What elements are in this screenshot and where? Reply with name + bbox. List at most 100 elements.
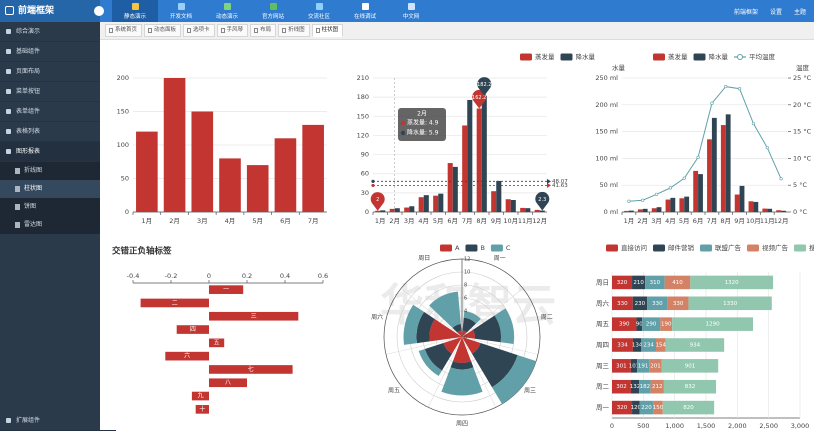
sidebar-subitem[interactable]: 柱状图 [0,180,100,198]
polar-bar [443,337,462,354]
x-tick-label: 6月 [280,217,291,225]
polar-bar [457,330,462,337]
legend-swatch [794,244,806,252]
mark-line-label: 41.63 [552,183,568,189]
y-axis-name: 水量 [612,63,626,72]
x-tick-label: 0 [610,422,614,430]
y-tick-label: 180 [357,93,369,101]
settings-menu[interactable]: 设置 [769,8,782,16]
polar-bar [418,349,442,377]
legend-label: 平均温度 [749,52,776,61]
x-tick-label: 10月 [746,217,761,225]
nav-label: 中文网 [402,14,420,20]
nav-icon [361,3,369,10]
sidebar-toggle[interactable] [94,6,104,16]
sidebar-item[interactable]: 页面布局 [0,62,100,82]
polar-bar [452,337,472,363]
nav-icon [407,3,415,10]
polar-bar [450,361,474,370]
nav-item[interactable]: 交流社区 [296,0,342,22]
bar-segment [662,400,715,415]
x-tick-label: 1,500 [697,422,716,430]
line-point [710,101,714,105]
sidebar-item[interactable]: 表单组件 [0,102,100,122]
user-name[interactable]: 前端框架 [733,8,758,16]
nav-item[interactable]: 官方网站 [250,0,296,22]
sidebar-subitem[interactable]: 饼图 [0,198,100,216]
y-tick-label: 周四 [596,341,609,349]
sidebar-footer-item[interactable]: 扩展组件 [0,411,116,431]
bar [394,208,400,212]
tab[interactable]: 动态面板 [144,24,182,37]
bar-label: 一 [223,286,229,293]
radial-tick-label: 6 [464,296,467,302]
bar-label: 390 [619,322,630,328]
bar [219,158,241,212]
bar [642,208,648,212]
legend-swatch [440,244,452,252]
bar [389,208,395,212]
bar [520,207,526,212]
bar [525,208,531,212]
tab[interactable]: 柱状图 [311,24,344,37]
sidebar-subitem[interactable]: 雷达图 [0,216,100,234]
tab[interactable]: 手风琴 [216,24,249,37]
nav-item[interactable]: 中文网 [388,0,434,22]
sidebar-item[interactable]: 菜单按钮 [0,82,100,102]
bar-label: 132 [630,384,641,390]
sidebar-item[interactable]: 综合演示 [0,22,100,42]
x-tick-label: 5月 [679,217,690,225]
angle-grid [400,288,463,338]
y-tick-label: 90 [361,151,369,159]
nav-item[interactable]: 开发文档 [158,0,204,22]
bar-segment [655,338,666,352]
bar [684,196,690,212]
sidebar-subitem[interactable]: 折线图 [0,162,100,180]
sidebar-item[interactable]: 图形报表 [0,142,100,162]
bar-label: 290 [646,322,657,328]
bar-label: 201 [650,363,661,369]
legend-label: 邮件营销 [668,243,695,252]
bar [452,166,458,212]
bar-segment [653,400,663,415]
bar-segment [636,317,643,331]
bar [748,201,754,212]
bar-segment [637,359,650,373]
x-tick-label: 12月 [532,217,547,225]
bar-segment [632,275,646,290]
nav-item[interactable]: 动态演示 [204,0,250,22]
legend-label: 蒸发量 [668,52,688,61]
tab[interactable]: 布局 [250,24,277,37]
x-tick-label: 1月 [624,217,635,225]
content: 华和智云 0 50 100 150 200 1月 2月 3月 4月 5月 6月 7月 0 30 60 90 12… [100,40,814,431]
polar-bar [462,337,481,354]
logo[interactable]: 前端框架 [0,0,100,22]
tab[interactable]: 选项卡 [183,24,215,37]
bar-label: 九 [197,392,203,400]
mark-point-label: 2.3 [538,197,546,203]
theme-menu[interactable]: 主题 [793,8,806,16]
tab[interactable]: 折线图 [278,24,310,37]
bar [656,207,662,212]
bar-label: 410 [672,280,683,286]
tab[interactable]: 系统首页 [105,24,143,37]
bar [734,194,740,212]
bar-segment [632,296,648,311]
nav-item[interactable]: 在线调试 [342,0,388,22]
nav-icon [315,3,323,10]
bar-segment [639,379,651,394]
nav-item[interactable]: 静态演示 [112,0,158,22]
bar-segment [660,317,673,331]
mark-point-label: 2 [376,197,379,203]
y-tick-label: 0 ml [604,208,619,216]
polar-bar [429,291,461,329]
bar-label: 820 [683,405,694,411]
bar [510,200,516,212]
bar [209,365,293,374]
bar-label: 320 [617,405,628,411]
bar [628,210,634,212]
sidebar-item[interactable]: 表格列表 [0,122,100,142]
sidebar-item[interactable]: 基础组件 [0,42,100,62]
logo-text: 前端框架 [18,6,55,16]
